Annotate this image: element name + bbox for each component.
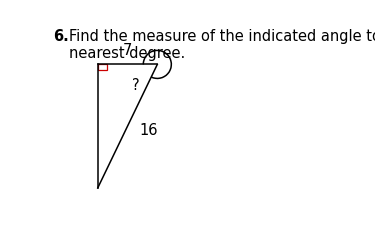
Bar — [98, 65, 107, 71]
Text: 6.: 6. — [53, 29, 68, 44]
Text: 16: 16 — [139, 123, 158, 137]
Text: 7: 7 — [123, 42, 132, 57]
Text: ?: ? — [132, 77, 140, 92]
Text: Find the measure of the indicated angle to the
nearest degree.: Find the measure of the indicated angle … — [69, 29, 375, 61]
